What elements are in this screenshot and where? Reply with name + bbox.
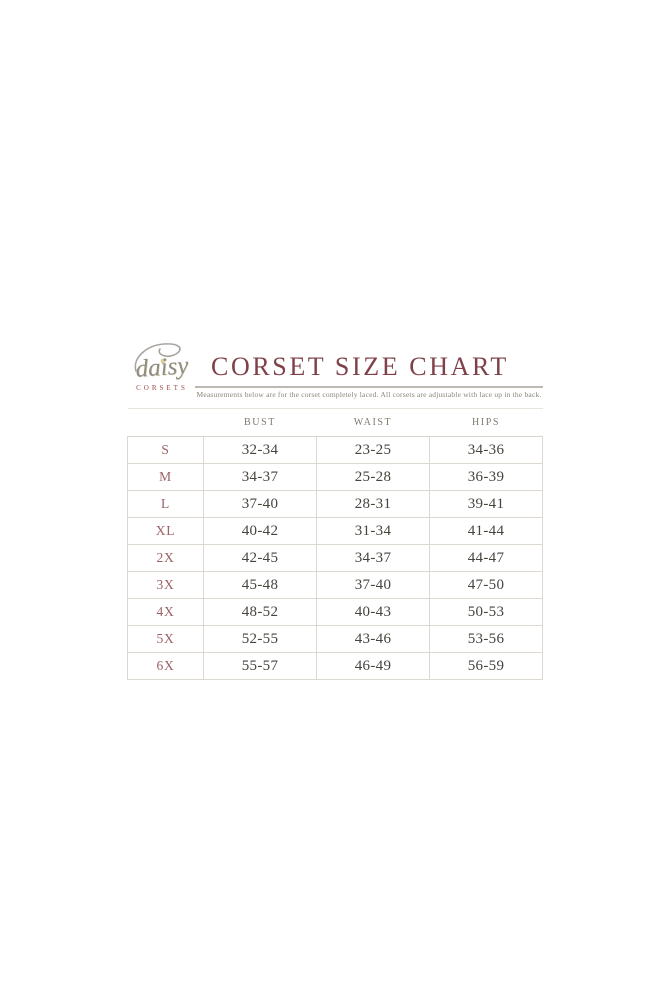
table-row: 5X 52-55 43-46 53-56 [127,625,543,653]
size-label: XL [127,517,204,545]
size-label: 4X [127,598,204,626]
logo-corsets-text: CORSETS [136,384,188,392]
size-chart-table: BUST WAIST HIPS S 32-34 23-25 34-36 M 34… [127,408,543,680]
bust-value: 42-45 [203,544,317,572]
table-row: 3X 45-48 37-40 47-50 [127,571,543,599]
hips-value: 36-39 [429,463,543,491]
column-header-hips: HIPS [429,408,543,437]
logo-flourish-icon [134,343,181,372]
size-label: 2X [127,544,204,572]
waist-value: 31-34 [316,517,430,545]
table-row: 2X 42-45 34-37 44-47 [127,544,543,572]
size-label: 5X [127,625,204,653]
bust-value: 48-52 [203,598,317,626]
bust-value: 34-37 [203,463,317,491]
size-label: M [127,463,204,491]
logo-script-text: daisy [134,352,190,383]
waist-value: 46-49 [316,652,430,680]
waist-value: 28-31 [316,490,430,518]
table-row: 6X 55-57 46-49 56-59 [127,652,543,680]
brand-logo: daisy CORSETS [123,341,201,392]
chart-header: daisy CORSETS CORSET SIZE CHART Measurem… [127,341,543,408]
bust-value: 37-40 [203,490,317,518]
size-chart-subtitle: Measurements below are for the corset co… [196,390,542,399]
table-row: L 37-40 28-31 39-41 [127,490,543,518]
waist-value: 23-25 [316,436,430,464]
hips-value: 47-50 [429,571,543,599]
table-row: XL 40-42 31-34 41-44 [127,517,543,545]
bust-value: 52-55 [203,625,317,653]
hips-value: 41-44 [429,517,543,545]
column-header-bust: BUST [203,408,317,437]
page-title: CORSET SIZE CHART [211,352,509,381]
hips-value: 44-47 [429,544,543,572]
waist-value: 25-28 [316,463,430,491]
size-chart-panel: daisy CORSETS CORSET SIZE CHART Measurem… [127,341,543,680]
size-label: 3X [127,571,204,599]
bust-value: 45-48 [203,571,317,599]
bust-value: 40-42 [203,517,317,545]
size-label: S [127,436,204,464]
table-row: 4X 48-52 40-43 50-53 [127,598,543,626]
title-divider [195,386,543,388]
hips-value: 56-59 [429,652,543,680]
bust-value: 32-34 [203,436,317,464]
table-row: M 34-37 25-28 36-39 [127,463,543,491]
column-header-row: BUST WAIST HIPS [127,408,543,437]
size-column-header [127,408,204,437]
waist-value: 43-46 [316,625,430,653]
hips-value: 53-56 [429,625,543,653]
logo-gold-dot [160,358,166,364]
bust-value: 55-57 [203,652,317,680]
size-label: L [127,490,204,518]
size-label: 6X [127,652,204,680]
table-row: S 32-34 23-25 34-36 [127,436,543,464]
hips-value: 50-53 [429,598,543,626]
waist-value: 34-37 [316,544,430,572]
column-header-waist: WAIST [316,408,430,437]
waist-value: 40-43 [316,598,430,626]
hips-value: 34-36 [429,436,543,464]
hips-value: 39-41 [429,490,543,518]
waist-value: 37-40 [316,571,430,599]
